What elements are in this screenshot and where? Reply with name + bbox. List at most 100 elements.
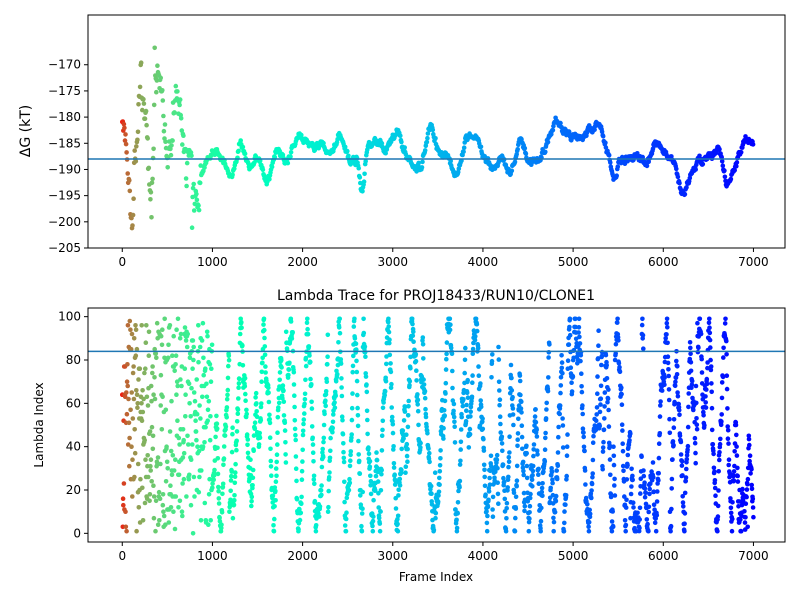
lambda-point (234, 429, 240, 434)
lambda-point (485, 513, 490, 519)
lambda-point (498, 421, 503, 427)
lambda-point (123, 509, 128, 514)
lambda-point (140, 485, 145, 491)
lambda-point (261, 316, 267, 322)
lambda-point (254, 414, 260, 420)
lambda-point (233, 461, 238, 467)
lambda-point (225, 392, 230, 398)
lambda-point (579, 384, 584, 389)
lambda-point (228, 488, 233, 494)
lambda-point (325, 509, 331, 514)
lambda-point (522, 503, 528, 509)
lambda-point (447, 327, 453, 333)
lambda-point (646, 504, 652, 510)
lambda-point (512, 528, 518, 534)
lambda-point (675, 390, 680, 395)
lambda-point (158, 403, 163, 408)
delta-g-point (383, 150, 389, 156)
lambda-point (534, 448, 540, 454)
lambda-point (516, 416, 521, 422)
lambda-point (126, 396, 131, 402)
lambda-point (719, 380, 725, 385)
delta-g-point (162, 122, 168, 127)
lambda-point (219, 522, 224, 527)
delta-g-point (420, 159, 425, 165)
lambda-point (669, 486, 674, 491)
lambda-point (392, 472, 398, 478)
lambda-point (390, 430, 396, 436)
lambda-point (152, 396, 158, 402)
lambda-point (303, 377, 308, 383)
lambda-point (630, 500, 636, 506)
lambda-point (418, 440, 423, 446)
lambda-point (527, 495, 533, 501)
delta-g-point (122, 125, 127, 131)
lambda-point (340, 431, 346, 437)
lambda-point (323, 389, 329, 394)
lambda-point (551, 528, 556, 534)
delta-g-y-tick-label: −195 (48, 189, 81, 203)
lambda-point (732, 449, 737, 454)
lambda-point (704, 381, 710, 387)
lambda-point (134, 388, 139, 393)
lambda-point (617, 364, 622, 370)
lambda-point (604, 363, 609, 368)
lambda-point (694, 426, 700, 432)
lambda-point (749, 486, 755, 492)
lambda-point (259, 379, 264, 385)
lambda-point (711, 451, 716, 457)
lambda-point (721, 345, 726, 351)
lambda-point (158, 461, 163, 467)
lambda-point (682, 521, 687, 526)
lambda-point (468, 414, 473, 419)
lambda-point (243, 398, 248, 404)
lambda-point (223, 424, 229, 429)
lambda-point (662, 382, 667, 388)
lambda-point (602, 390, 608, 395)
lambda-point (159, 427, 165, 432)
lambda-point (179, 509, 185, 514)
lambda-point (499, 434, 505, 440)
lambda-point (470, 373, 475, 378)
delta-g-point (180, 142, 185, 147)
lambda-point (539, 485, 545, 491)
lambda-point (599, 362, 604, 368)
lambda-point (364, 389, 370, 395)
lambda-point (244, 407, 249, 413)
lambda-point (689, 382, 695, 387)
delta-g-point (165, 165, 170, 170)
lambda-point (725, 436, 731, 442)
lambda-point (404, 432, 409, 438)
lambda-point (207, 437, 213, 443)
lambda-point (186, 442, 191, 447)
lambda-point (527, 510, 532, 515)
lambda-point (510, 412, 516, 417)
lambda-point (528, 491, 533, 497)
lambda-point (559, 353, 564, 358)
lambda-point (723, 316, 728, 322)
lambda-point (560, 416, 565, 421)
lambda-point (148, 468, 153, 473)
delta-g-y-tick-label: −180 (48, 110, 81, 124)
delta-g-point (750, 142, 756, 147)
lambda-point (371, 497, 376, 503)
lambda-point (534, 427, 539, 433)
lambda-point (316, 514, 322, 519)
lambda-point (521, 468, 526, 474)
lambda-point (269, 473, 274, 479)
lambda-point (687, 340, 693, 345)
delta-g-point (238, 138, 243, 143)
lambda-point (365, 431, 370, 437)
delta-g-point (398, 133, 403, 138)
lambda-point (292, 404, 297, 410)
lambda-point (388, 369, 394, 375)
lambda-point (382, 392, 388, 398)
lambda-point (443, 367, 449, 372)
lambda-point (303, 363, 309, 369)
lambda-point (536, 472, 541, 478)
lambda-point (638, 491, 643, 496)
delta-g-point (151, 102, 157, 108)
delta-g-point (379, 141, 385, 146)
delta-g-point (168, 146, 173, 152)
lambda-point (521, 490, 527, 496)
